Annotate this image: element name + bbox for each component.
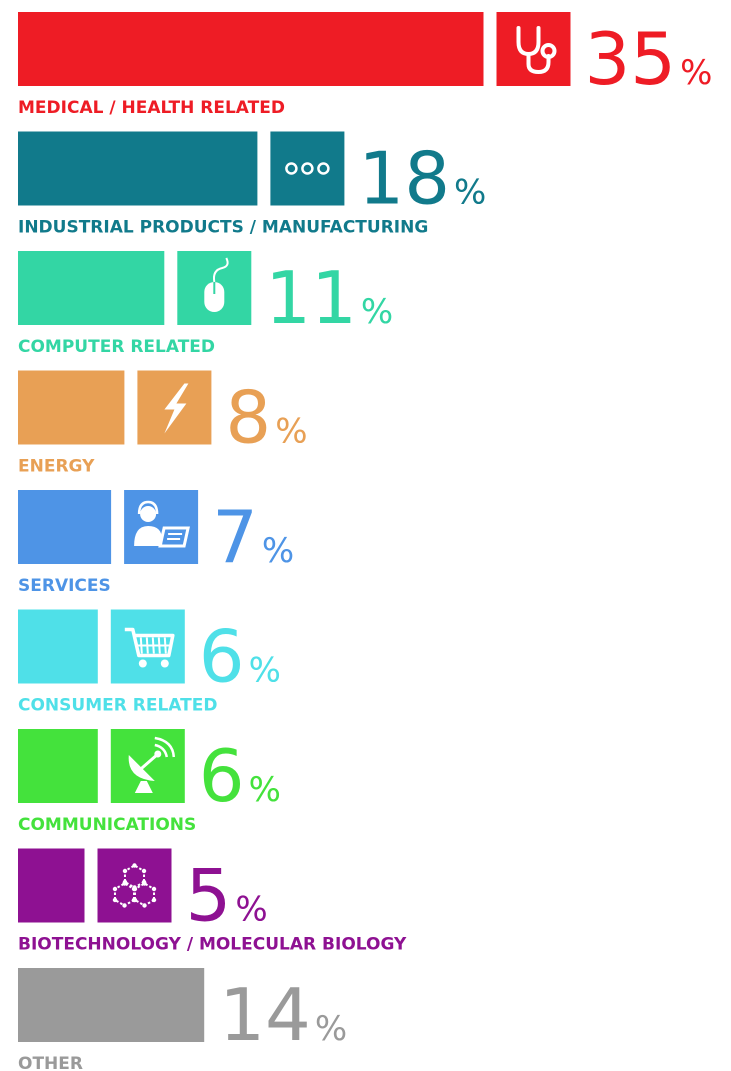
percent-sign: % [235, 890, 267, 930]
bar [18, 251, 165, 325]
bar [18, 490, 112, 564]
gears-icon [270, 131, 345, 206]
shopping-cart-icon [110, 609, 185, 684]
bar [18, 12, 484, 86]
bar-group: 7 % SERVICES [18, 490, 294, 596]
bar-group: 11 % COMPUTER RELATED [18, 251, 393, 357]
value-label: 8 [225, 376, 271, 460]
category-label: ENERGY [18, 457, 95, 477]
category-label: INDUSTRIAL PRODUCTS / MANUFACTURING [18, 218, 428, 238]
value-label: 14 [219, 973, 311, 1057]
category-label: OTHER [18, 1054, 83, 1071]
molecule-icon [97, 848, 172, 923]
value-label: 6 [199, 734, 245, 818]
percent-sign: % [315, 1009, 347, 1049]
category-label: COMPUTER RELATED [18, 337, 215, 357]
category-label: BIOTECHNOLOGY / MOLECULAR BIOLOGY [18, 935, 407, 955]
percent-sign: % [680, 53, 712, 93]
bar-group: 6 % CONSUMER RELATED [18, 609, 281, 716]
stethoscope-icon [496, 12, 571, 86]
percent-sign: % [275, 412, 307, 452]
mouse-icon [177, 251, 252, 325]
value-label: 6 [199, 615, 245, 699]
value-label: 5 [186, 854, 232, 938]
value-label: 18 [358, 137, 450, 221]
service-agent-icon [124, 490, 199, 564]
bar-group: 18 % INDUSTRIAL PRODUCTS / MANUFACTURING [18, 131, 486, 238]
bar [18, 609, 98, 684]
bar-group: 5 % BIOTECHNOLOGY / MOLECULAR BIOLOGY [18, 848, 407, 955]
category-label: COMMUNICATIONS [18, 815, 196, 835]
bar-group: 35 % MEDICAL / HEALTH RELATED [18, 12, 712, 118]
bar-group: 6 % COMMUNICATIONS [18, 729, 281, 835]
value-label: 11 [265, 256, 357, 340]
percent-sign: % [454, 173, 486, 213]
bar [18, 848, 85, 923]
satellite-dish-icon [110, 729, 185, 803]
bar [18, 131, 258, 206]
value-label: 7 [212, 495, 258, 579]
category-label: CONSUMER RELATED [18, 696, 217, 716]
bar [18, 729, 98, 803]
lightning-icon [137, 370, 212, 445]
percent-sign: % [361, 292, 393, 332]
percent-sign: % [249, 770, 281, 810]
value-label: 35 [585, 17, 677, 101]
percent-sign: % [249, 651, 281, 691]
bar-group: 8 % ENERGY [18, 370, 308, 477]
bar [18, 370, 125, 445]
category-label: SERVICES [18, 576, 111, 596]
bar-group: 14 % OTHER [18, 968, 347, 1071]
percent-sign: % [262, 531, 294, 571]
bar [18, 968, 205, 1042]
category-label: MEDICAL / HEALTH RELATED [18, 98, 285, 118]
